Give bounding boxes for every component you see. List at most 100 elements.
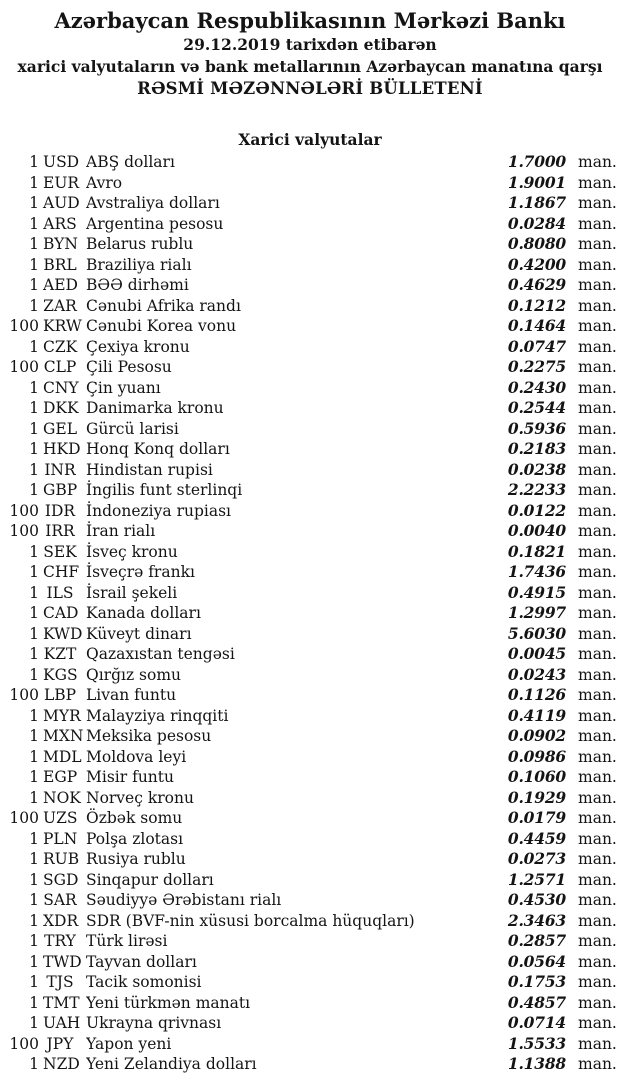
unit-label: man. [578, 993, 617, 1012]
rate-value: 0.2430 [507, 377, 566, 397]
rate-row: 1 EGP Misir funtu 0.1060 man. [0, 767, 620, 788]
rate-quantity: 1 [29, 194, 39, 212]
currency-name: Çin yuanı [86, 378, 161, 397]
unit-label: man. [578, 809, 617, 827]
section-title-foreign-currencies: Xarici valyutalar [238, 130, 382, 149]
currency-code: LBP [43, 686, 77, 704]
rate-row: 1 MXN Meksika pesosu 0.0902 man. [0, 726, 620, 747]
currency-code: UZS [43, 809, 78, 827]
currency-code: CHF [43, 563, 80, 581]
rate-value: 1.5533 [507, 1033, 566, 1053]
currency-name: Çili Pesosu [86, 358, 172, 376]
rate-quantity: 1 [29, 727, 39, 745]
rate-row: 1 CZK Çexiya kronu 0.0747 man. [0, 337, 620, 358]
rate-row: 1 XDR SDR (BVF-nin xüsusi borcalma hüquq… [0, 911, 620, 932]
rate-row: 100 JPY Yapon yeni 1.5533 man. [0, 1034, 620, 1055]
rate-quantity: 1 [29, 153, 39, 171]
rate-value: 1.7000 [507, 152, 566, 171]
rate-value: 0.2857 [507, 931, 566, 950]
unit-label: man. [578, 358, 617, 376]
rate-quantity: 1 [29, 993, 39, 1012]
rate-quantity: 1 [29, 1014, 39, 1032]
currency-code: TWD [43, 952, 82, 971]
unit-label: man. [578, 1014, 617, 1032]
rate-row: 1 MDL Moldova leyi 0.0986 man. [0, 747, 620, 768]
rate-row: 1 CHF İsveçrə frankı 1.7436 man. [0, 562, 620, 583]
currency-name: Rusiya rublu [86, 850, 186, 868]
rate-value: 0.1821 [507, 541, 566, 561]
currency-code: KGS [43, 665, 78, 684]
rate-quantity: 1 [29, 645, 39, 663]
currency-code: ZAR [43, 296, 77, 315]
rate-quantity: 1 [29, 481, 39, 499]
rate-value: 0.0273 [507, 849, 566, 868]
unit-label: man. [578, 481, 617, 499]
currency-name: ABŞ dolları [86, 153, 175, 171]
unit-label: man. [578, 788, 617, 807]
bulletin-name: RƏSMİ MƏZƏNNƏLƏRİ BÜLLETENİ [137, 79, 483, 98]
rate-row: 1 TWD Tayvan dolları 0.0564 man. [0, 952, 620, 973]
rate-value: 0.0284 [507, 213, 566, 233]
rate-quantity: 1 [29, 624, 39, 643]
unit-label: man. [578, 255, 617, 274]
rate-value: 0.2544 [507, 398, 566, 417]
rate-value: 0.4915 [507, 582, 566, 602]
rate-row: 100 IRR İran rialı 0.0040 man. [0, 521, 620, 542]
rate-value: 0.0986 [507, 746, 566, 766]
rate-row: 1 TMT Yeni türkmən manatı 0.4857 man. [0, 993, 620, 1014]
unit-label: man. [578, 337, 617, 356]
rate-quantity: 1 [29, 891, 39, 909]
rate-value: 0.1464 [507, 316, 566, 335]
rate-quantity: 1 [29, 173, 39, 192]
currency-name: Yeni Zelandiya dolları [86, 1055, 257, 1073]
currency-name: Malayziya rinqqiti [86, 706, 229, 725]
unit-label: man. [578, 276, 617, 294]
unit-label: man. [578, 891, 617, 909]
currency-name: Küveyt dinarı [86, 624, 192, 643]
unit-label: man. [578, 563, 617, 581]
currency-name: İran rialı [86, 522, 156, 540]
currency-code: CZK [43, 337, 78, 356]
rate-quantity: 1 [29, 747, 39, 766]
unit-label: man. [578, 153, 617, 171]
currency-name: Qazaxıstan tengəsi [86, 645, 235, 663]
currency-code: IDR [44, 501, 76, 520]
currency-code: BRL [43, 255, 77, 274]
currency-name: Gürcü larisi [86, 419, 179, 438]
currency-name: Çexiya kronu [86, 337, 190, 356]
rate-quantity: 1 [29, 665, 39, 684]
rate-row: 1 CNY Çin yuanı 0.2430 man. [0, 378, 620, 399]
currency-code: PLN [43, 829, 78, 848]
unit-label: man. [578, 1055, 617, 1073]
rate-quantity: 1 [29, 276, 39, 294]
unit-label: man. [578, 194, 617, 212]
rate-value: 1.1388 [507, 1054, 566, 1073]
rate-value: 1.9001 [507, 172, 566, 192]
rate-value: 1.7436 [507, 562, 566, 581]
currency-code: NZD [43, 1055, 80, 1073]
rate-value: 0.1212 [507, 295, 566, 315]
unit-label: man. [578, 1034, 617, 1053]
unit-label: man. [578, 850, 617, 868]
rate-value: 0.0243 [507, 664, 566, 684]
rate-row: 1 SGD Sinqapur dolları 1.2571 man. [0, 870, 620, 891]
rate-quantity: 1 [29, 768, 39, 786]
rate-value: 1.2571 [507, 869, 566, 889]
unit-label: man. [578, 440, 617, 458]
bank-title: Azərbaycan Respublikasının Mərkəzi Bankı [54, 8, 566, 33]
currency-name: Səudiyyə Ərəbistanı rialı [86, 891, 282, 909]
rate-quantity: 1 [29, 1055, 39, 1073]
rate-quantity: 1 [29, 604, 39, 622]
currency-code: RUB [43, 850, 80, 868]
currency-name: Özbək somu [86, 809, 183, 827]
rate-row: 1 BRL Braziliya rialı 0.4200 man. [0, 255, 620, 276]
rate-quantity: 100 [9, 501, 39, 520]
unit-label: man. [578, 542, 617, 561]
currency-name: Belarus rublu [86, 235, 194, 253]
rate-row: 1 SAR Səudiyyə Ərəbistanı rialı 0.4530 m… [0, 890, 620, 911]
currency-code: NOK [43, 788, 81, 807]
rate-quantity: 1 [29, 829, 39, 848]
unit-label: man. [578, 419, 617, 438]
rate-value: 0.4629 [507, 275, 566, 294]
